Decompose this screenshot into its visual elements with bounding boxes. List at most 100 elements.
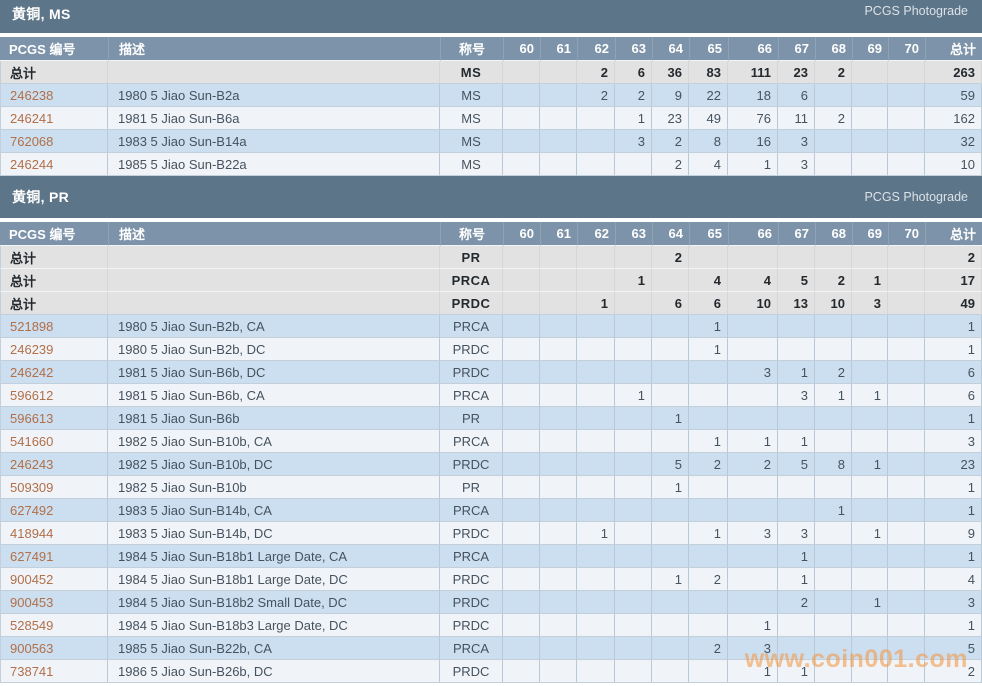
- cell-grade-64: [652, 430, 689, 453]
- table-row: 528549 1984 5 Jiao Sun-B18b3 Large Date, …: [0, 614, 982, 637]
- pcgs-number-link[interactable]: 738741: [10, 663, 54, 679]
- cell-grade-60: [503, 591, 540, 614]
- cell-grade-68: 1: [815, 499, 852, 522]
- summary-label: 总计: [0, 61, 108, 84]
- cell-grade-67: 1: [778, 568, 815, 591]
- column-header-description[interactable]: 描述: [108, 37, 440, 61]
- summary-description-cell: [108, 246, 440, 269]
- column-header-pcgs-number[interactable]: PCGS 编号: [0, 37, 108, 61]
- column-header-grade-62[interactable]: 62: [577, 37, 615, 61]
- pcgs-number-link[interactable]: 246243: [10, 456, 54, 472]
- column-header-grade-62[interactable]: 62: [577, 222, 615, 246]
- column-header-designation[interactable]: 称号: [440, 37, 503, 61]
- table-row: 762068 1983 5 Jiao Sun-B14a MS 3 2 8 16 3 32: [0, 130, 982, 153]
- column-header-grade-64[interactable]: 64: [652, 37, 689, 61]
- cell-grade-67: [778, 338, 815, 361]
- cell-grade-62: [577, 660, 615, 683]
- cell-grade-68: [815, 545, 852, 568]
- pcgs-number-link[interactable]: 509309: [10, 479, 54, 495]
- summary-designation: MS: [440, 61, 503, 84]
- summary-grade-63: [615, 292, 652, 315]
- cell-grade-68: 1: [815, 384, 852, 407]
- summary-grade-66: 4: [728, 269, 778, 292]
- section-title: 黄铜, MS: [12, 6, 71, 22]
- pcgs-number-link[interactable]: 246241: [10, 110, 54, 126]
- column-header-grade-60[interactable]: 60: [503, 222, 540, 246]
- column-header-grade-68[interactable]: 68: [815, 222, 852, 246]
- pcgs-number-link[interactable]: 627492: [10, 502, 54, 518]
- cell-grade-66: 2: [728, 453, 778, 476]
- cell-grade-62: [577, 568, 615, 591]
- summary-grade-62: [577, 269, 615, 292]
- cell-grade-60: [503, 153, 540, 176]
- table-row: 246242 1981 5 Jiao Sun-B6b, DC PRDC 3 1 2 6: [0, 361, 982, 384]
- pcgs-number-link[interactable]: 246239: [10, 341, 54, 357]
- photograde-link[interactable]: PCGS Photograde: [864, 4, 968, 18]
- column-header-grade-63[interactable]: 63: [615, 37, 652, 61]
- summary-designation: PRCA: [440, 269, 503, 292]
- cell-grade-70: [888, 522, 925, 545]
- cell-total: 6: [925, 361, 982, 384]
- cell-pcgs-number: 541660: [0, 430, 108, 453]
- cell-grade-61: [540, 637, 577, 660]
- column-header-grade-65[interactable]: 65: [689, 37, 728, 61]
- pcgs-number-link[interactable]: 246242: [10, 364, 54, 380]
- pcgs-number-link[interactable]: 900452: [10, 571, 54, 587]
- summary-grade-62: 2: [577, 61, 615, 84]
- column-header-total[interactable]: 总计: [925, 37, 982, 61]
- cell-grade-63: [615, 315, 652, 338]
- pcgs-number-link[interactable]: 900453: [10, 594, 54, 610]
- column-header-designation[interactable]: 称号: [440, 222, 503, 246]
- pcgs-number-link[interactable]: 521898: [10, 318, 54, 334]
- pcgs-number-link[interactable]: 528549: [10, 617, 54, 633]
- table-row: 246239 1980 5 Jiao Sun-B2b, DC PRDC 1 1: [0, 338, 982, 361]
- summary-grade-65: [689, 246, 728, 269]
- cell-pcgs-number: 596612: [0, 384, 108, 407]
- pcgs-number-link[interactable]: 900563: [10, 640, 54, 656]
- cell-designation: PRDC: [440, 453, 503, 476]
- pcgs-number-link[interactable]: 246244: [10, 156, 54, 172]
- column-header-grade-69[interactable]: 69: [852, 37, 888, 61]
- column-header-grade-69[interactable]: 69: [852, 222, 888, 246]
- table-row: 596612 1981 5 Jiao Sun-B6b, CA PRCA 1 3 1 1 6: [0, 384, 982, 407]
- pcgs-number-link[interactable]: 246238: [10, 87, 54, 103]
- cell-grade-63: [615, 545, 652, 568]
- cell-grade-61: [540, 614, 577, 637]
- summary-grade-68: 10: [815, 292, 852, 315]
- cell-grade-66: 3: [728, 637, 778, 660]
- column-header-grade-67[interactable]: 67: [778, 37, 815, 61]
- cell-grade-62: [577, 361, 615, 384]
- column-header-grade-65[interactable]: 65: [689, 222, 728, 246]
- cell-grade-63: [615, 522, 652, 545]
- cell-grade-65: 2: [689, 568, 728, 591]
- column-header-grade-67[interactable]: 67: [778, 222, 815, 246]
- column-header-grade-66[interactable]: 66: [728, 37, 778, 61]
- cell-grade-61: [540, 591, 577, 614]
- cell-grade-62: [577, 130, 615, 153]
- column-header-grade-66[interactable]: 66: [728, 222, 778, 246]
- column-header-grade-61[interactable]: 61: [540, 222, 577, 246]
- pcgs-number-link[interactable]: 596612: [10, 387, 54, 403]
- column-header-grade-68[interactable]: 68: [815, 37, 852, 61]
- column-header-grade-60[interactable]: 60: [503, 37, 540, 61]
- column-header-total[interactable]: 总计: [925, 222, 982, 246]
- column-header-grade-64[interactable]: 64: [652, 222, 689, 246]
- cell-grade-67: 11: [778, 107, 815, 130]
- cell-grade-69: [852, 476, 888, 499]
- table-row: 900453 1984 5 Jiao Sun-B18b2 Small Date, …: [0, 591, 982, 614]
- pcgs-number-link[interactable]: 627491: [10, 548, 54, 564]
- photograde-link[interactable]: PCGS Photograde: [864, 190, 968, 204]
- column-header-grade-61[interactable]: 61: [540, 37, 577, 61]
- column-header-pcgs-number[interactable]: PCGS 编号: [0, 222, 108, 246]
- pcgs-number-link[interactable]: 418944: [10, 525, 54, 541]
- column-header-grade-63[interactable]: 63: [615, 222, 652, 246]
- summary-grade-66: [728, 246, 778, 269]
- pcgs-number-link[interactable]: 541660: [10, 433, 54, 449]
- column-header-grade-70[interactable]: 70: [888, 222, 925, 246]
- pcgs-number-link[interactable]: 596613: [10, 410, 54, 426]
- column-header-grade-70[interactable]: 70: [888, 37, 925, 61]
- cell-grade-69: [852, 407, 888, 430]
- pcgs-number-link[interactable]: 762068: [10, 133, 54, 149]
- summary-grade-60: [503, 269, 540, 292]
- column-header-description[interactable]: 描述: [108, 222, 440, 246]
